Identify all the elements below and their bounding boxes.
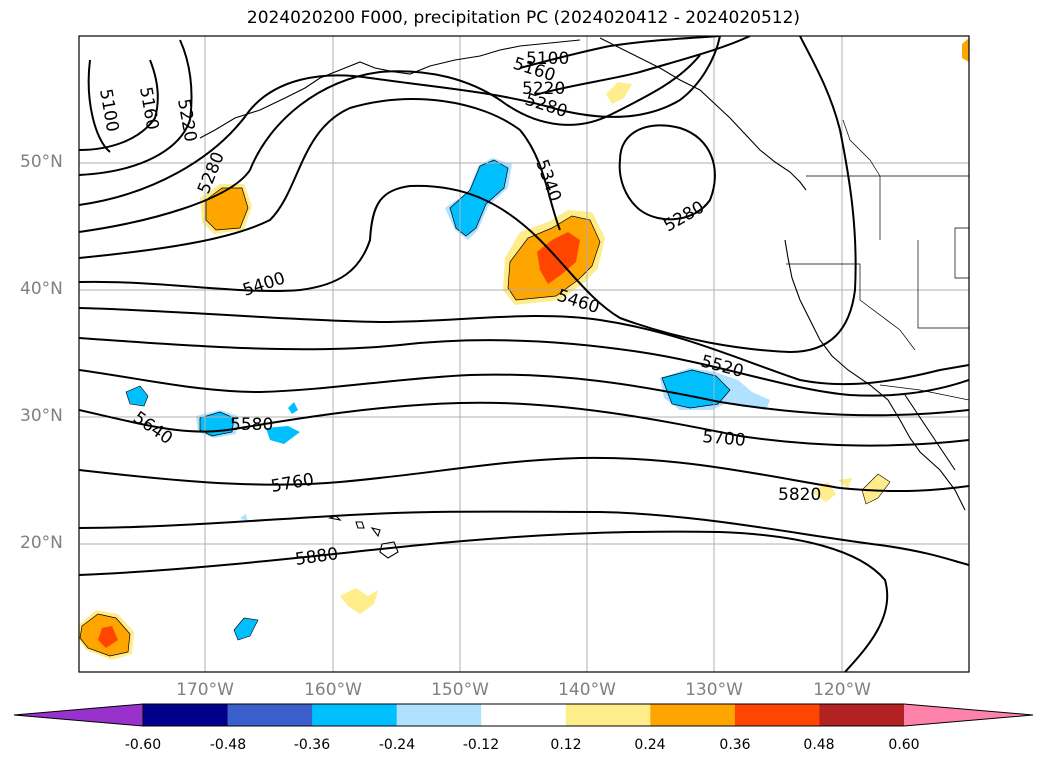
lat-label: 50°N <box>20 152 63 172</box>
height-contours <box>79 36 969 672</box>
colorbar-cell <box>396 704 482 726</box>
coastlines <box>199 37 966 559</box>
colorbar-cell <box>143 704 229 726</box>
colorbar-cell <box>312 704 398 726</box>
precip-shading <box>79 38 969 660</box>
colorbar-cell <box>481 704 567 726</box>
colorbar-tick: -0.12 <box>462 737 500 753</box>
lon-label: 130°W <box>685 680 743 700</box>
colorbar-tick: 0.36 <box>719 737 751 753</box>
colorbar-tick: -0.24 <box>378 737 416 753</box>
colorbar-tick: 0.48 <box>803 737 835 753</box>
contour-label: 5580 <box>230 415 273 435</box>
contour-label: 5220 <box>173 97 200 143</box>
lon-label: 150°W <box>431 680 489 700</box>
colorbar-tick: -0.48 <box>209 737 247 753</box>
colorbar-cell <box>565 704 651 726</box>
lon-label: 140°W <box>558 680 616 700</box>
colorbar-tick: 0.24 <box>634 737 666 753</box>
lat-label: 40°N <box>20 279 63 299</box>
contour-label: 5700 <box>702 427 747 451</box>
colorbar-extend-low <box>14 704 143 726</box>
contour-label: 5460 <box>554 286 601 318</box>
colorbar-extend-high <box>904 704 1033 726</box>
map-panel: 5100 5160 5220 5280 5100 5160 5220 5280 … <box>78 35 970 673</box>
contour-label: 5760 <box>269 470 315 497</box>
contour-label: 5400 <box>240 268 287 300</box>
contour-label: 5100 <box>526 49 569 69</box>
colorbar-tick: 0.12 <box>550 737 582 753</box>
graticule <box>79 36 969 672</box>
colorbar-cell <box>227 704 313 726</box>
contour-label: 5100 <box>95 87 122 133</box>
contour-labels: 5100 5160 5220 5280 5100 5160 5220 5280 … <box>95 49 821 570</box>
map-title: 2024020200 F000, precipitation PC (20240… <box>246 8 801 28</box>
map-frame <box>78 35 970 673</box>
lat-label: 30°N <box>20 406 63 426</box>
colorbar-tick: 0.60 <box>888 737 920 753</box>
contour-label: 5340 <box>531 157 565 204</box>
colorbar <box>13 703 1034 727</box>
contour-label: 5820 <box>778 485 821 505</box>
lon-label: 170°W <box>176 680 234 700</box>
colorbar-tick: -0.36 <box>293 737 331 753</box>
contour-label: 5220 <box>522 79 565 99</box>
lon-label: 160°W <box>304 680 362 700</box>
colorbar-cell <box>734 704 820 726</box>
contour-label: 5280 <box>661 197 708 236</box>
colorbar-cell <box>819 704 905 726</box>
colorbar-cell <box>650 704 736 726</box>
political-borders <box>786 119 969 401</box>
lat-label: 20°N <box>20 533 63 553</box>
contour-label: 5640 <box>129 408 176 449</box>
lon-label: 120°W <box>813 680 871 700</box>
colorbar-tick: -0.60 <box>124 737 162 753</box>
